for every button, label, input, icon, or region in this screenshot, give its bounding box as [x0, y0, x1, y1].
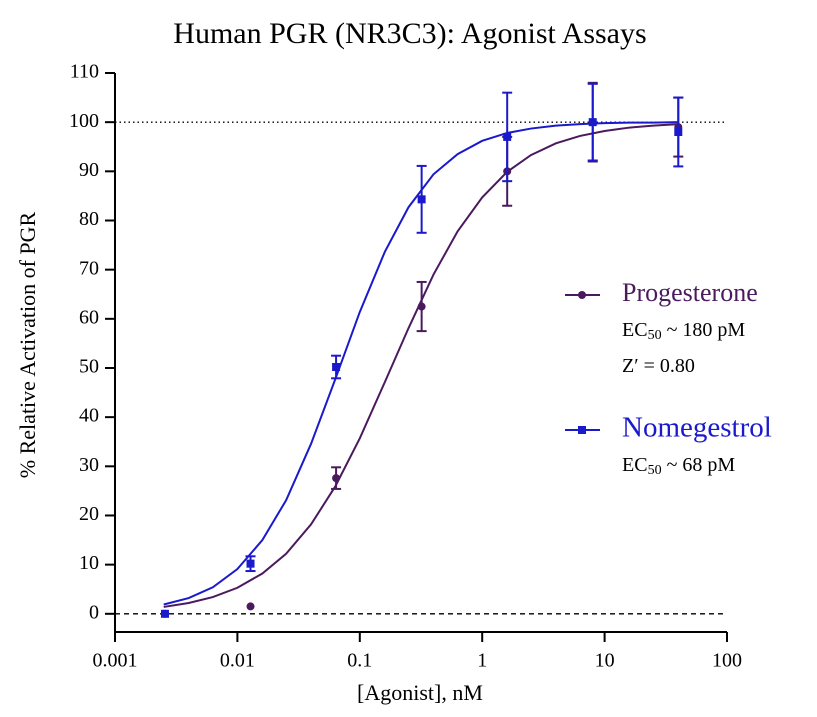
x-tick-label: 10 [595, 650, 615, 672]
y-tick-label: 30 [79, 454, 99, 476]
data-point [246, 602, 255, 611]
y-tick-label: 110 [70, 61, 99, 83]
y-tick-label: 20 [79, 503, 99, 525]
y-tick-label: 100 [69, 110, 99, 132]
y-tick-label: 0 [89, 601, 99, 623]
legend-label: Nomegestrol [622, 412, 772, 444]
y-tick-label: 50 [79, 356, 99, 378]
annotation: EC50 ~ 180 pM [622, 319, 745, 344]
annotation-text: EC [622, 319, 648, 341]
data-point [160, 609, 169, 618]
data-point [246, 559, 255, 568]
annotation-text: Z′ = 0.80 [622, 355, 695, 377]
annotation: EC50 ~ 68 pM [622, 454, 735, 479]
y-tick-label: 90 [79, 159, 99, 181]
data-point [588, 118, 597, 127]
x-axis-label: [Agonist], nM [357, 680, 483, 705]
y-tick-label: 60 [79, 306, 99, 328]
data-point [417, 302, 426, 311]
y-tick-label: 80 [79, 208, 99, 230]
y-tick-label: 70 [79, 257, 99, 279]
data-point [332, 474, 341, 483]
annotation-subscript: 50 [648, 463, 662, 478]
data-point [417, 195, 426, 204]
y-tick-label: 40 [79, 405, 99, 427]
annotation: Z′ = 0.80 [622, 355, 695, 377]
x-tick-label: 1 [477, 650, 487, 672]
legend-label: Progesterone [622, 278, 758, 307]
x-tick-label: 100 [712, 650, 742, 672]
annotation-text: ~ 68 pM [662, 454, 736, 476]
chart-title: Human PGR (NR3C3): Agonist Assays [173, 17, 646, 50]
data-point [674, 127, 683, 136]
x-tick-label: 0.01 [220, 650, 255, 672]
annotation-subscript: 50 [648, 328, 662, 343]
x-tick-label: 0.001 [93, 650, 138, 672]
data-point [503, 132, 512, 141]
legend-marker [578, 291, 586, 299]
annotation-text: EC [622, 454, 648, 476]
y-axis-label: % Relative Activation of PGR [15, 211, 40, 478]
x-tick-label: 0.1 [347, 650, 372, 672]
legend-marker [578, 426, 586, 434]
y-tick-label: 10 [79, 552, 99, 574]
annotation-text: ~ 180 pM [662, 319, 746, 341]
data-point [332, 363, 341, 372]
